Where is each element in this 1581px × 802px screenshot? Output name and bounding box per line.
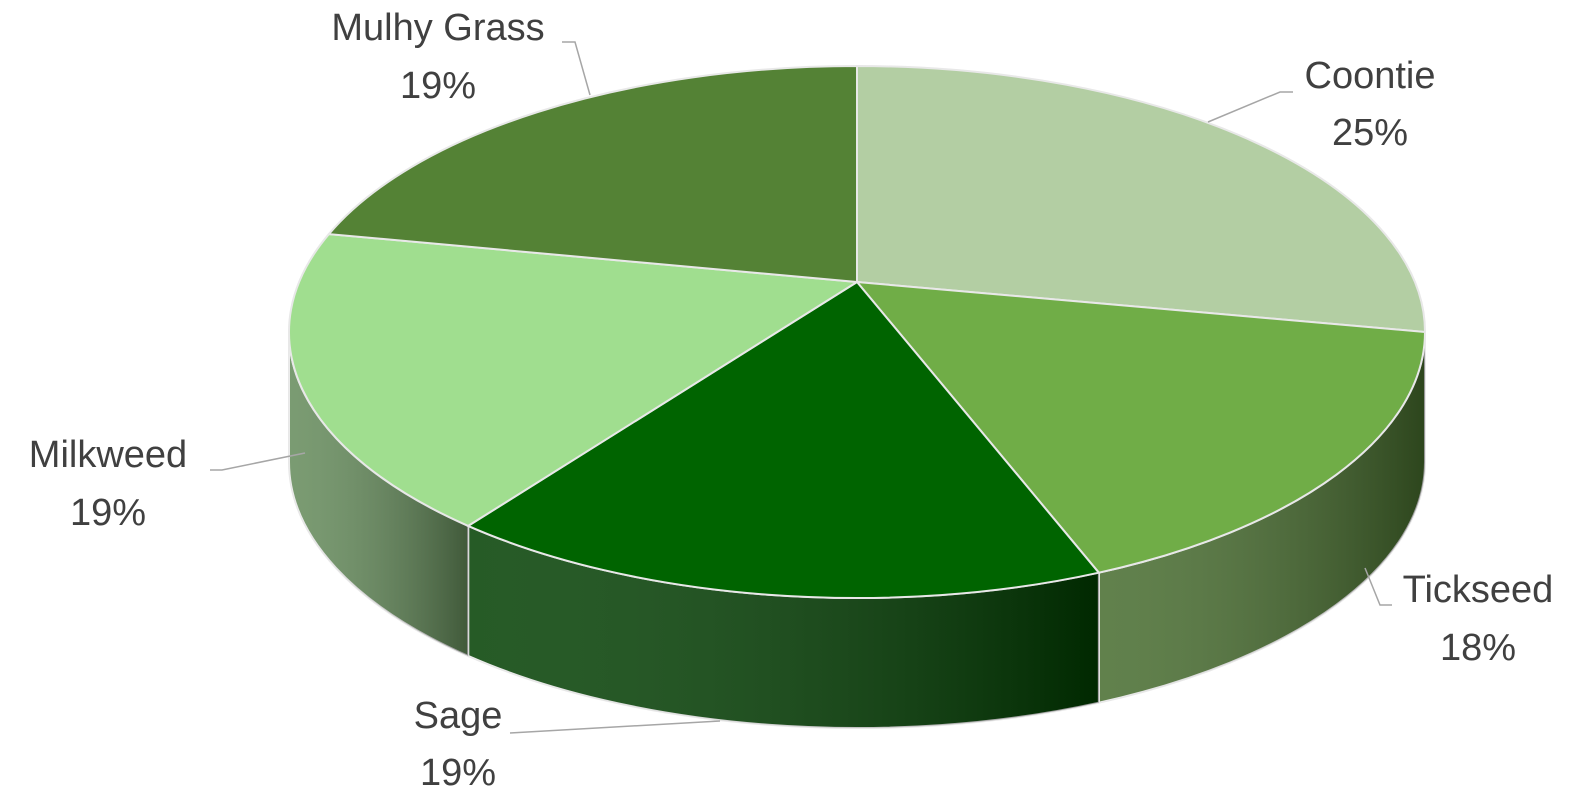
slice bbox=[856, 64, 1427, 334]
value-label: 19% bbox=[420, 752, 496, 794]
leader-line bbox=[1364, 567, 1392, 606]
category-label: Tickseed bbox=[1403, 569, 1554, 611]
category-label: Mulhy Grass bbox=[331, 7, 544, 49]
value-label: 25% bbox=[1332, 112, 1408, 154]
category-label: Sage bbox=[414, 695, 503, 737]
leader-line bbox=[562, 41, 591, 96]
slice bbox=[326, 64, 858, 284]
slice bbox=[466, 280, 1101, 599]
slice bbox=[854, 280, 1427, 574]
value-label: 19% bbox=[70, 492, 146, 534]
slice bbox=[288, 233, 861, 528]
leader-line bbox=[509, 720, 721, 734]
slice-side-shade bbox=[468, 525, 1099, 729]
slice-side-shade bbox=[1098, 332, 1425, 703]
value-label: 19% bbox=[400, 65, 476, 107]
category-label: Milkweed bbox=[29, 434, 187, 476]
category-label: Coontie bbox=[1305, 55, 1436, 97]
value-label: 18% bbox=[1440, 627, 1516, 669]
leader-line bbox=[210, 452, 306, 471]
leader-line bbox=[1207, 91, 1293, 123]
slice-side-shade bbox=[289, 332, 469, 656]
